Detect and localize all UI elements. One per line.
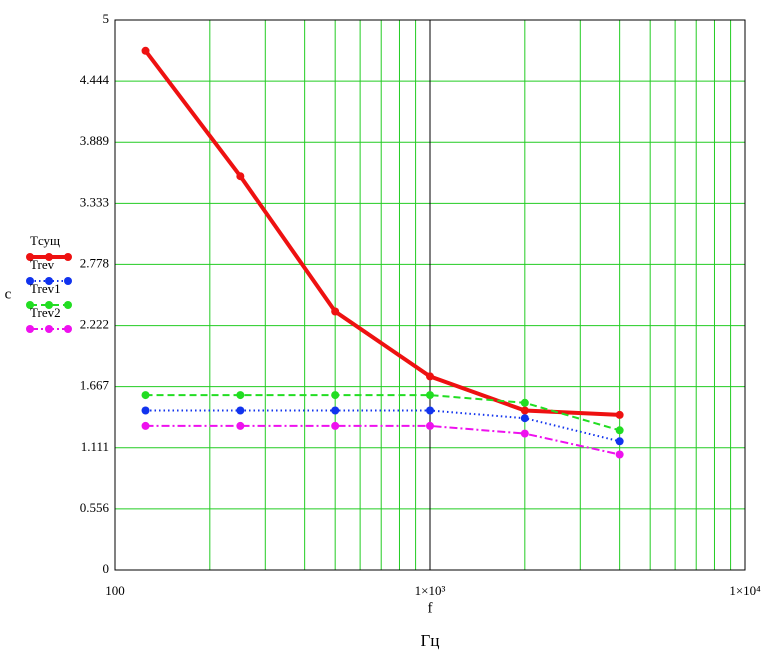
y-tick-label: 0.556 [80,500,110,515]
legend-marker [26,253,34,261]
legend-label: Trev1 [30,281,61,296]
data-point [426,406,434,415]
legend-marker [26,301,34,309]
data-point [615,437,624,446]
legend-marker [26,277,34,285]
legend-marker [64,277,72,285]
data-point [426,421,434,430]
y-tick-label: 2.222 [80,317,109,332]
y-tick-label: 3.889 [80,133,109,148]
data-point [141,391,150,400]
data-point [236,406,245,415]
y-tick-label: 1.667 [80,378,110,393]
y-tick-label: 1.111 [81,439,109,454]
data-point [141,421,150,430]
legend-label: Tсущ [30,233,60,248]
x-tick-label: 100 [105,583,125,598]
series-line [145,424,620,456]
x-axis-label: f [428,600,433,616]
plot-frame [114,19,746,571]
data-point [520,429,529,438]
legend-marker [64,325,72,333]
unit-label: Гц [421,631,440,650]
data-point [520,414,529,423]
legend-marker [64,301,72,309]
data-point [236,172,245,181]
y-tick-label: 3.333 [80,194,109,209]
y-tick-label: 2.778 [80,255,109,270]
legend-marker [45,253,53,261]
legend-label: Trev2 [30,305,61,320]
legend-marker [26,325,34,333]
legend-marker [64,253,72,261]
data-point [426,391,434,400]
data-point [141,406,150,415]
data-point [331,391,340,400]
legend-marker [45,301,53,309]
legend-marker [45,325,53,333]
data-point [520,398,529,407]
x-tick-label: 1×10³ [415,583,446,598]
y-tick-label: 4.444 [80,72,110,87]
data-point [520,406,529,415]
y-axis-label: c [5,286,12,302]
y-tick-label: 5 [103,11,110,26]
x-tick-label: 1×10⁴ [729,583,761,598]
data-point [236,421,245,430]
data-point [615,450,624,459]
legend-label: Trev [30,257,55,272]
series-line [143,49,620,417]
data-point [615,410,624,419]
data-point [331,421,340,430]
legend-marker [45,277,53,285]
y-tick-label: 0 [103,561,110,576]
data-point [141,46,150,55]
data-point [236,391,245,400]
data-point [331,406,340,415]
series-line [145,394,620,432]
data-point [426,372,434,381]
data-point [615,426,624,435]
data-point [331,307,340,316]
